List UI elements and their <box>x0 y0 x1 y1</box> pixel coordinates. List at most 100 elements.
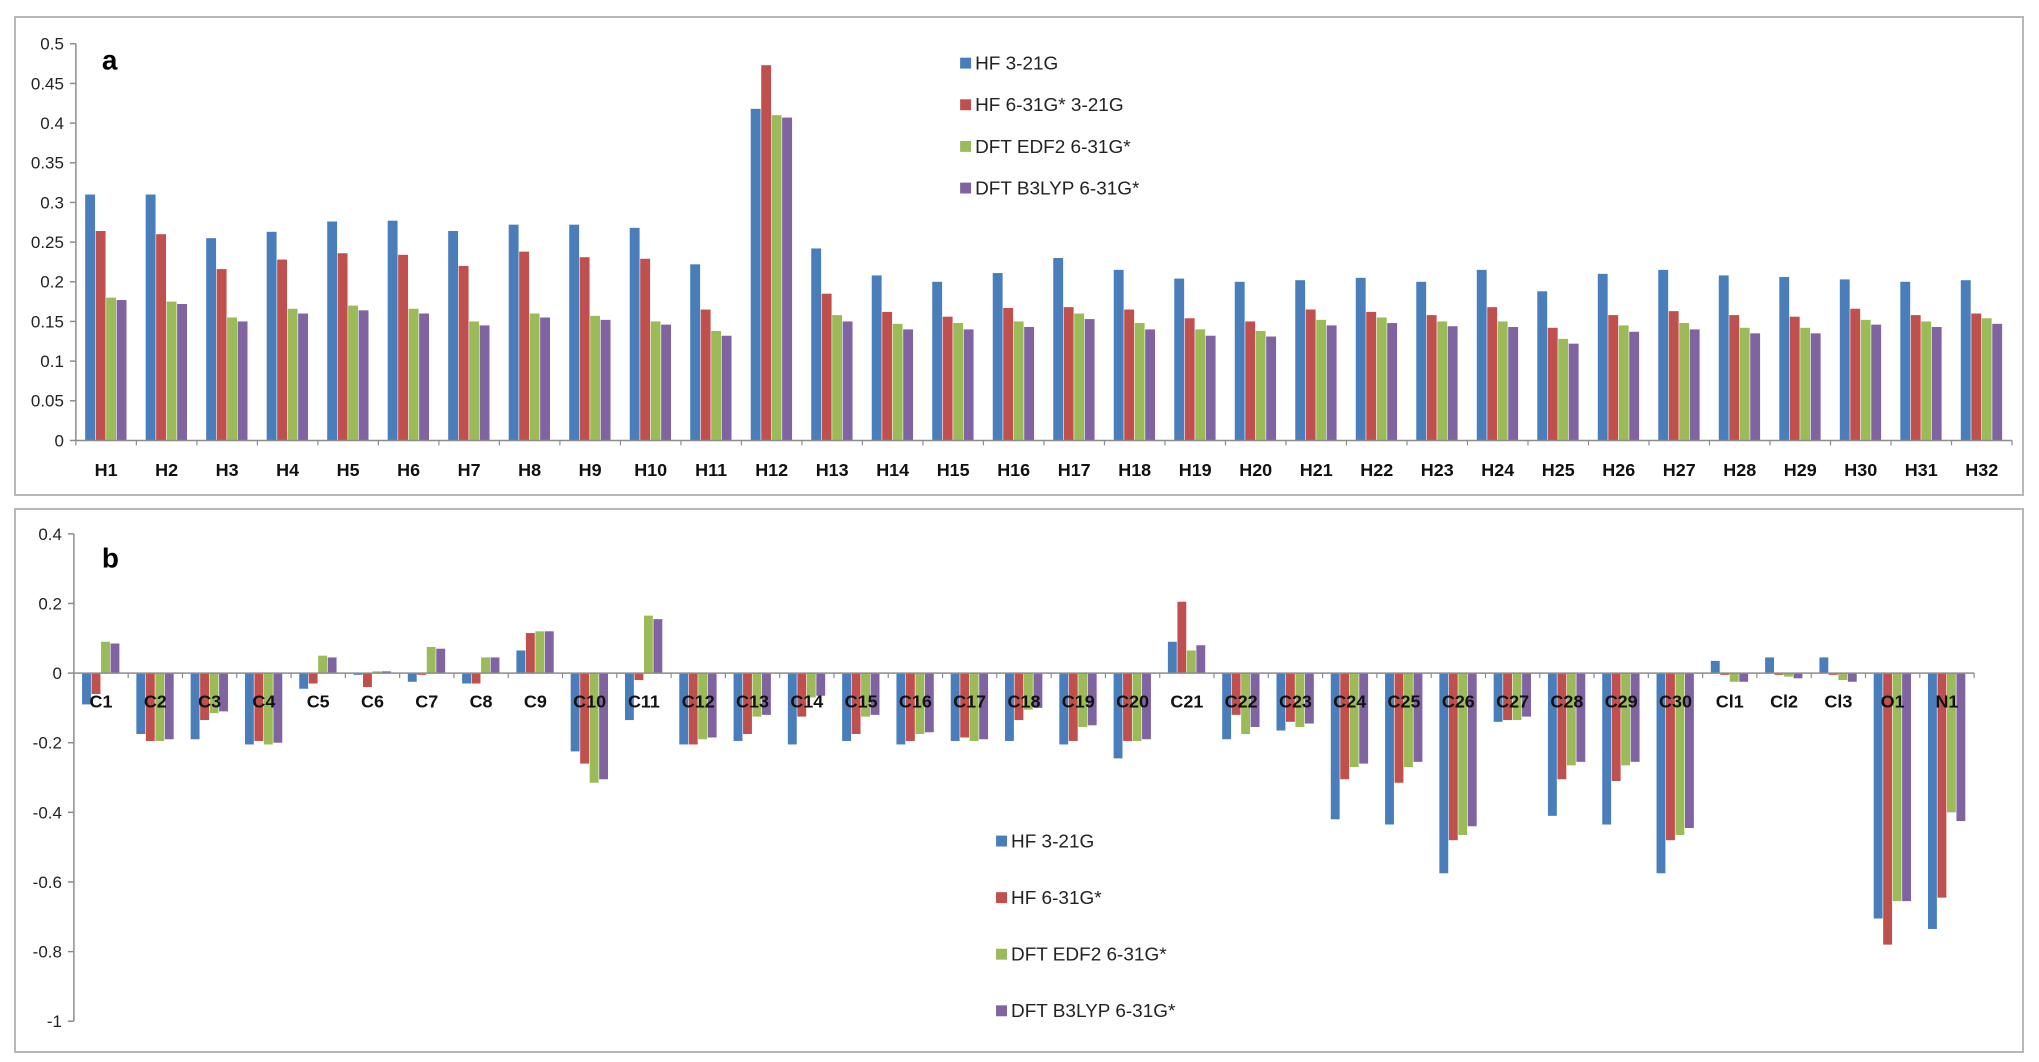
bar-b3lyp-h10 <box>661 324 672 441</box>
bar-b3lyp-h15 <box>963 329 974 441</box>
x-tick-label: H20 <box>1239 460 1272 480</box>
bar-b3lyp-c8 <box>490 657 500 674</box>
bar-b3lyp-c18 <box>1033 673 1043 708</box>
x-tick-label: C11 <box>628 692 660 712</box>
bar-hf321g-c18 <box>1005 673 1014 741</box>
y-tick-label: 0.5 <box>40 35 64 54</box>
bar-b3lyp-h23 <box>1447 326 1458 441</box>
bar-edf2-h3 <box>227 317 238 441</box>
legend-label: DFT EDF2 6-31G* <box>1011 945 1167 966</box>
bar-hf631g-h25 <box>1547 327 1558 441</box>
bar-b3lyp-c3 <box>219 673 228 712</box>
bar-b3lyp-h16 <box>1024 327 1035 441</box>
bar-edf2-h7 <box>469 321 480 441</box>
x-tick-label: C17 <box>953 692 986 712</box>
bar-edf2-h12 <box>771 115 782 441</box>
bar-edf2-h30 <box>1860 319 1871 441</box>
bar-hf631g-h5 <box>337 253 348 441</box>
legend-swatch-edf2 <box>960 140 972 152</box>
chart-panel-b: b 0.4 0.2 0 -0.2 -0.4 -0.6 -0.8 -1 C1 C2 C3 C4 C5 C6 C… <box>14 508 2024 1053</box>
x-tick-label: C18 <box>1008 692 1041 712</box>
bar-b3lyp-cl2 <box>1793 673 1803 679</box>
x-tick-label: O1 <box>1881 692 1905 712</box>
bar-b3lyp-c1 <box>110 643 120 674</box>
bar-edf2-c26 <box>1458 673 1468 835</box>
bar-edf2-c11 <box>643 615 653 674</box>
bar-hf321g-h12 <box>750 108 761 441</box>
x-tick-label: H30 <box>1844 460 1877 480</box>
x-tick-label: C13 <box>736 692 769 712</box>
bar-hf631g-c21 <box>1177 601 1187 674</box>
bar-edf2-h22 <box>1376 317 1387 441</box>
bar-hf631g-c6 <box>363 673 372 688</box>
bar-edf2-c8 <box>481 657 490 674</box>
bar-hf631g-c25 <box>1394 673 1404 783</box>
y-tick-label: 0 <box>54 431 63 450</box>
bar-hf631g-c7 <box>417 673 427 675</box>
bar-hf321g-c4 <box>244 673 254 745</box>
bar-hf631g-c30 <box>1666 673 1675 841</box>
bar-edf2-c14 <box>806 673 816 698</box>
x-tick-label: C19 <box>1062 692 1095 712</box>
bar-hf631g-h21 <box>1305 309 1316 441</box>
bar-hf321g-h2 <box>145 194 156 441</box>
bar-hf631g-h20 <box>1245 321 1256 441</box>
bar-hf321g-c21 <box>1167 641 1177 674</box>
bar-hf321g-c30 <box>1656 673 1666 874</box>
bar-hf321g-h17 <box>1053 257 1064 441</box>
bar-b3lyp-h9 <box>600 319 611 441</box>
legend-label: DFT B3LYP 6-31G* <box>1011 1001 1176 1022</box>
bar-hf631g-cl3 <box>1828 673 1838 675</box>
legend-swatch-b3lyp <box>996 1005 1008 1017</box>
bar-hf321g-h32 <box>1960 280 1971 441</box>
bar-hf631g-h8 <box>519 251 530 441</box>
x-tick-label: C20 <box>1116 692 1149 712</box>
bar-hf321g-c2 <box>136 673 146 735</box>
bar-hf321g-cl2 <box>1765 657 1774 674</box>
x-tick-label: H8 <box>518 460 541 480</box>
bar-hf321g-h20 <box>1234 281 1245 441</box>
x-tick-label: C23 <box>1279 692 1312 712</box>
bar-b3lyp-h27 <box>1689 329 1700 441</box>
bar-b3lyp-h18 <box>1145 329 1156 441</box>
bar-hf321g-c23 <box>1276 673 1286 731</box>
bar-hf321g-h26 <box>1597 273 1608 441</box>
bar-b3lyp-h13 <box>842 321 853 441</box>
bar-hf321g-h23 <box>1416 281 1427 441</box>
bar-edf2-cl3 <box>1838 673 1848 681</box>
bar-hf631g-c8 <box>471 673 481 684</box>
x-tick-label: C8 <box>470 692 493 712</box>
chart-panel-a: a 0 0.05 0.1 0.15 0.2 0.25 0.3 0.35 0.4 0.45 0.5 H1… <box>14 16 2024 496</box>
bar-hf631g-c17 <box>960 673 970 738</box>
bar-hf631g-c15 <box>851 673 861 735</box>
bar-b3lyp-h14 <box>903 329 914 441</box>
bar-hf631g-c1 <box>91 673 101 694</box>
bar-edf2-h14 <box>892 323 903 441</box>
bar-edf2-h19 <box>1195 329 1206 441</box>
bar-b3lyp-h2 <box>177 303 187 441</box>
bar-b3lyp-c13 <box>762 673 771 715</box>
bar-b3lyp-h8 <box>540 317 551 441</box>
bar-edf2-h29 <box>1800 327 1811 441</box>
bar-b3lyp-c29 <box>1630 673 1640 762</box>
bar-edf2-h18 <box>1134 323 1145 441</box>
bar-b3lyp-c20 <box>1142 673 1151 740</box>
bar-edf2-h25 <box>1558 338 1569 441</box>
y-tick-label: 0.05 <box>31 392 64 411</box>
bar-hf321g-c24 <box>1330 673 1340 820</box>
bar-hf631g-h15 <box>942 316 953 441</box>
bar-b3lyp-c16 <box>924 673 934 733</box>
bar-hf321g-h15 <box>932 281 943 441</box>
bar-hf631g-h13 <box>821 293 832 441</box>
bar-hf631g-h19 <box>1184 318 1195 441</box>
bar-hf321g-c22 <box>1222 673 1232 740</box>
bar-hf321g-c29 <box>1602 673 1612 825</box>
bar-hf321g-c12 <box>679 673 689 745</box>
bar-hf631g-h32 <box>1971 313 1982 441</box>
bar-hf631g-cl1 <box>1720 673 1730 675</box>
bar-b3lyp-h20 <box>1266 336 1277 441</box>
bar-b3lyp-c7 <box>436 648 446 674</box>
bar-hf631g-h29 <box>1789 316 1800 441</box>
x-tick-label: C27 <box>1496 692 1529 712</box>
bar-hf321g-c5 <box>299 673 309 689</box>
